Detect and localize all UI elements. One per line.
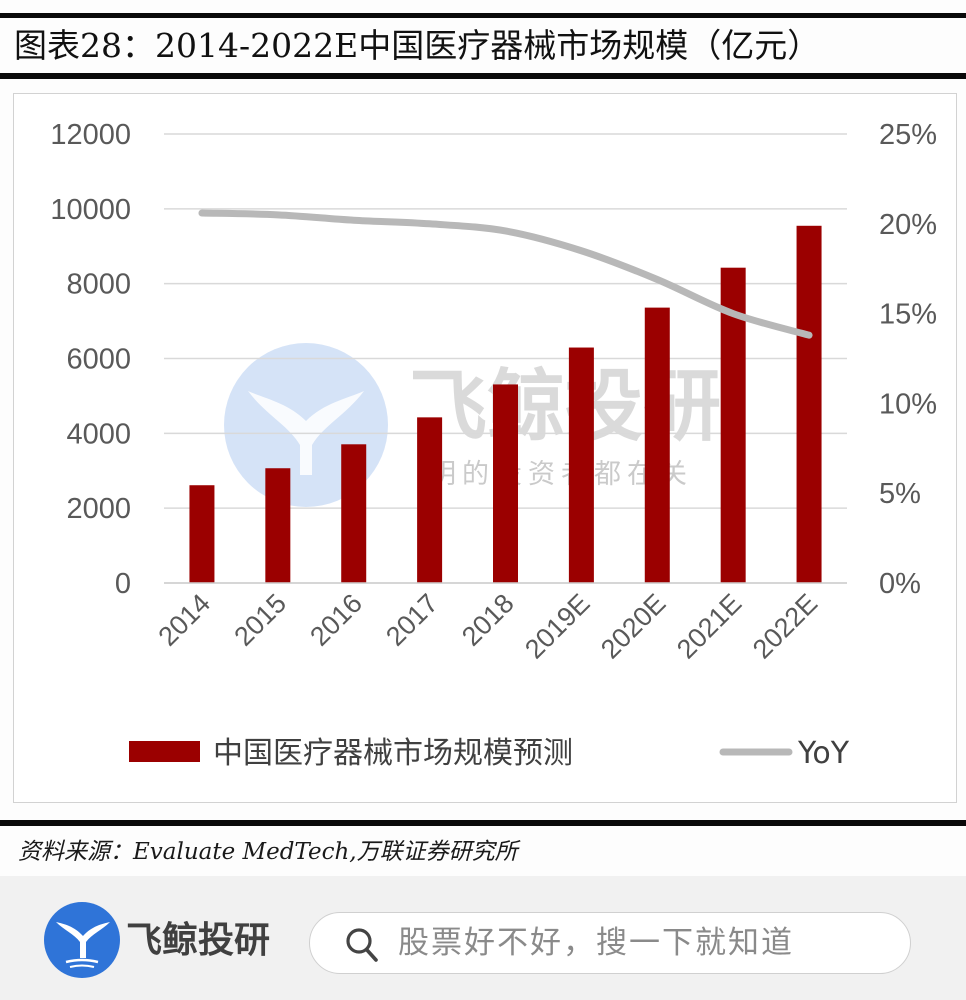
bar-2015 <box>265 468 291 583</box>
search-icon[interactable] <box>342 925 382 965</box>
x-axis-tick: 2016 <box>304 588 368 652</box>
search-placeholder: 股票好不好，搜一下就知道 <box>398 925 794 961</box>
x-axis-tick: 2022E <box>747 588 823 664</box>
legend-line-label: YoY <box>797 736 850 771</box>
source-note: 资料来源：Evaluate MedTech,万联证券研究所 <box>18 839 518 865</box>
whale-tail-icon[interactable] <box>44 902 120 978</box>
y-axis-right-tick: 15% <box>879 299 937 331</box>
bar-2021E <box>720 267 746 583</box>
y-axis-left-tick: 2000 <box>66 493 131 525</box>
legend-bar-swatch <box>129 741 200 762</box>
bar-2019E <box>568 347 594 583</box>
yoy-line <box>198 209 813 339</box>
title-rule <box>0 73 966 79</box>
y-axis-left-tick: 0 <box>115 568 131 600</box>
y-axis-left-tick: 12000 <box>50 119 131 151</box>
bar-2017 <box>417 417 443 583</box>
y-axis-left-tick: 6000 <box>66 344 131 376</box>
x-axis-tick: 2017 <box>380 588 444 652</box>
bar-2022E <box>796 225 822 583</box>
y-axis-right-tick: 25% <box>879 119 937 151</box>
x-axis-tick: 2021E <box>671 588 747 664</box>
bar-2014 <box>189 485 215 583</box>
y-axis-left-tick: 10000 <box>50 194 131 226</box>
y-axis-right-tick: 0% <box>879 568 921 600</box>
svg-text:明的投资者都在关: 明的投资者都在关 <box>429 459 693 490</box>
top-rule <box>0 13 966 18</box>
y-axis-right-tick: 10% <box>879 388 937 420</box>
y-axis-right-tick: 5% <box>879 478 921 510</box>
x-axis-tick: 2020E <box>595 588 671 664</box>
source-rule <box>0 820 966 826</box>
bar-2018 <box>493 384 518 583</box>
bar-2016 <box>341 444 367 583</box>
figure-title: 图表28：2014-2022E中国医疗器械市场规模（亿元） <box>14 26 821 65</box>
search-input[interactable]: 股票好不好，搜一下就知道 <box>309 912 911 974</box>
y-axis-right-tick: 20% <box>879 209 937 241</box>
chart-frame: 飞鲸投研明的投资者都在关 0 2000 4000 6000 8000 10000 12000 0… <box>13 93 957 803</box>
legend-bar-label: 中国医疗器械市场规模预测 <box>213 736 573 771</box>
x-axis-tick: 2014 <box>152 588 216 652</box>
y-axis-left-tick: 4000 <box>66 418 131 450</box>
x-axis-tick: 2015 <box>228 588 292 652</box>
svg-text:飞鲸投研: 飞鲸投研 <box>409 362 721 452</box>
y-axis-left-tick: 8000 <box>66 269 131 301</box>
bar-2020E <box>644 307 670 583</box>
x-axis-tick: 2019E <box>519 588 595 664</box>
x-axis-tick: 2018 <box>456 588 520 652</box>
brand-logo-text[interactable]: 飞鲸投研 <box>126 920 271 961</box>
